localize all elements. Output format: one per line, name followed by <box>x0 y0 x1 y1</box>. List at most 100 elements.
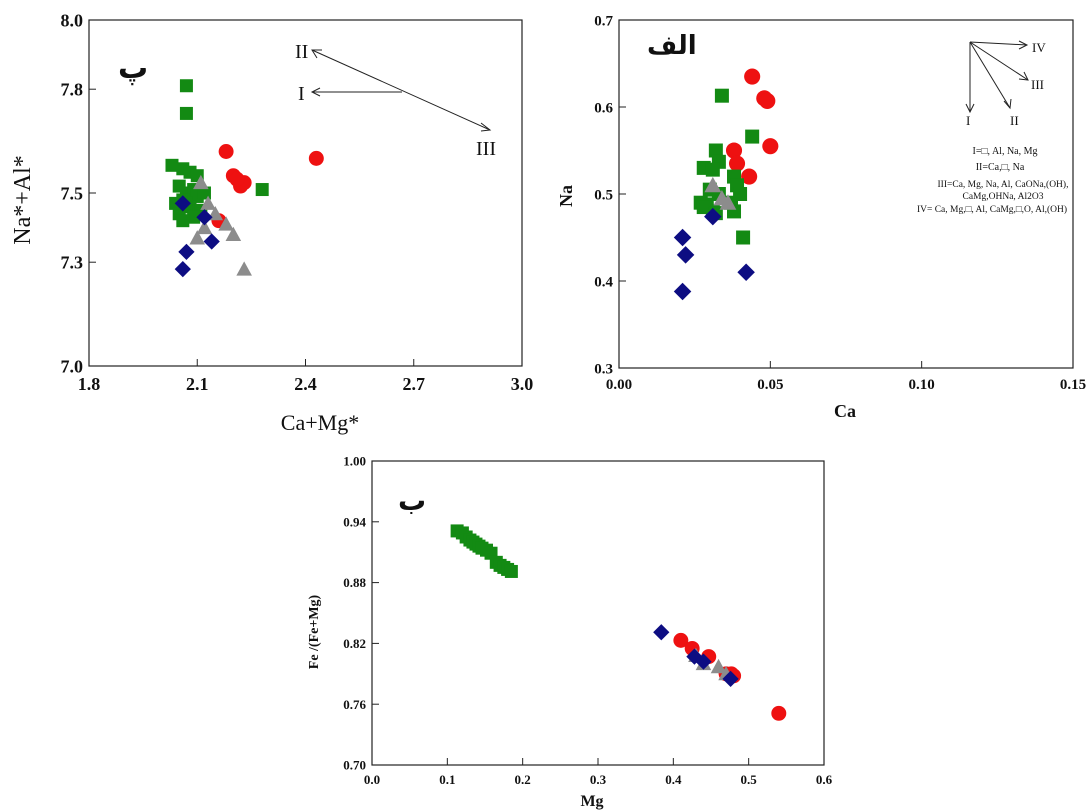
x-tick-label: 3.0 <box>511 374 534 394</box>
legend-line-2: II=Ca,□, Na <box>976 162 1025 173</box>
vector-label-iii: III <box>1031 77 1044 92</box>
data-point-circle-red <box>218 144 234 159</box>
data-point-square-green <box>179 106 193 120</box>
y-tick-label: 0.70 <box>343 758 366 773</box>
data-point-diamond-navy <box>174 195 191 212</box>
data-point-circle-red <box>725 142 743 159</box>
vector-ii-head <box>1003 98 1012 110</box>
data-point-diamond-navy <box>203 233 220 250</box>
data-point-square-green <box>255 183 269 197</box>
vector-label-i-p: I <box>298 83 305 105</box>
data-point-triangle-gray <box>710 658 727 674</box>
y-tick-label: 0.88 <box>343 575 366 590</box>
data-point-circle-red <box>744 68 761 85</box>
data-point-diamond-navy <box>178 243 195 260</box>
x-axis-label-p: Ca+Mg* <box>281 410 359 435</box>
x-tick-label: 2.1 <box>186 374 209 394</box>
data-point-triangle-gray <box>196 219 213 235</box>
x-tick-label: 0.1 <box>439 772 455 787</box>
vector-iv <box>969 41 1028 46</box>
data-point-circle-red <box>308 150 324 166</box>
data-point-diamond-navy <box>673 282 692 301</box>
data-point-triangle-gray <box>218 216 234 231</box>
data-point-diamond-navy <box>174 260 191 278</box>
y-tick-label: 0.76 <box>343 697 366 712</box>
data-point-diamond-navy <box>196 209 213 226</box>
data-point-circle-red <box>771 705 787 721</box>
data-point-diamond-navy <box>695 653 712 670</box>
x-tick-label: 0.0 <box>364 772 380 787</box>
arrowhead-iii <box>480 122 492 132</box>
data-point-circle-red <box>229 171 245 187</box>
data-point-triangle-gray <box>236 261 252 276</box>
x-tick-label: 0.2 <box>515 772 531 787</box>
y-tick-label: 7.5 <box>61 183 84 203</box>
y-tick-label: 0.3 <box>594 361 613 377</box>
y-tick-label: 0.94 <box>343 514 366 529</box>
x-tick-label: 2.4 <box>294 374 317 394</box>
arrowhead-i <box>310 87 321 97</box>
data-point-triangle-gray <box>225 226 242 242</box>
data-point-diamond-navy <box>653 624 670 641</box>
y-tick-label: 0.4 <box>594 274 613 290</box>
data-point-circle-red <box>741 168 758 185</box>
arrowhead-ii <box>311 49 322 59</box>
data-point-square-green <box>696 200 711 215</box>
x-tick-label: 0.10 <box>909 377 935 393</box>
y-tick-label: 1.00 <box>343 454 366 469</box>
data-point-diamond-navy <box>737 263 755 282</box>
data-point-square-green <box>176 214 190 228</box>
data-point-circle-red <box>759 92 776 109</box>
data-point-square-green <box>179 79 193 93</box>
vector-i-head <box>965 103 975 114</box>
vector-iii-head <box>1018 71 1029 81</box>
vector-label-iv: IV <box>1032 40 1046 55</box>
vector-arrow-ii <box>311 49 491 131</box>
data-point-circle-red <box>762 138 779 155</box>
vector-iii <box>969 41 1029 81</box>
y-tick-label: 0.6 <box>594 100 613 116</box>
vector-iv-head <box>1018 40 1029 50</box>
panel-label-alef: الف <box>647 31 697 61</box>
data-point-square-green <box>745 129 760 144</box>
data-point-square-green <box>714 88 729 103</box>
x-tick-label: 0.4 <box>665 772 682 787</box>
data-point-square-green <box>705 162 720 177</box>
x-tick-label: 0.3 <box>590 772 607 787</box>
vector-label-i: I <box>966 113 970 128</box>
y-tick-label: 8.0 <box>61 10 84 30</box>
data-point-triangle-gray <box>719 194 737 210</box>
y-tick-label: 0.7 <box>594 13 613 29</box>
y-axis-label-alef: Na <box>556 185 576 207</box>
x-tick-label: 0.5 <box>741 772 758 787</box>
x-tick-label: 1.8 <box>78 374 101 394</box>
data-point-square-green <box>708 143 723 158</box>
data-point-circle-red <box>673 632 689 648</box>
x-tick-label: 2.7 <box>403 374 426 394</box>
y-tick-label: 0.5 <box>594 187 613 203</box>
panel-label-p: پ <box>118 51 148 86</box>
y-axis-label-b: Fe /(Fe+Mg) <box>307 594 322 669</box>
data-point-square-green <box>165 158 179 172</box>
data-point-triangle-gray <box>189 230 206 245</box>
data-point-diamond-navy <box>673 228 692 247</box>
y-tick-label: 7.8 <box>61 80 84 100</box>
data-point-diamond-navy <box>676 246 695 264</box>
legend-line-3: III=Ca, Mg, Na, Al, CaONa,(OH), <box>938 179 1069 190</box>
data-point-square-green <box>736 230 751 245</box>
data-point-square-green <box>187 210 201 224</box>
vector-label-ii-p: II <box>295 41 308 63</box>
y-tick-label: 7.0 <box>61 356 84 376</box>
panel-label-b: ب <box>398 484 426 517</box>
legend-line-4: CaMg,OHNa, Al2O3 <box>962 192 1043 202</box>
x-tick-label: 0.15 <box>1060 377 1086 393</box>
x-axis-label-b: Mg <box>580 793 603 810</box>
data-point-triangle-gray <box>193 174 209 190</box>
x-tick-label: 0.6 <box>816 772 833 787</box>
vector-label-iii-p: III <box>476 138 496 160</box>
y-tick-label: 0.82 <box>343 636 366 651</box>
legend-line-1: I=□, Al, Na, Mg <box>972 146 1037 157</box>
data-point-triangle-gray <box>704 176 722 193</box>
data-point-diamond-navy <box>704 207 722 226</box>
